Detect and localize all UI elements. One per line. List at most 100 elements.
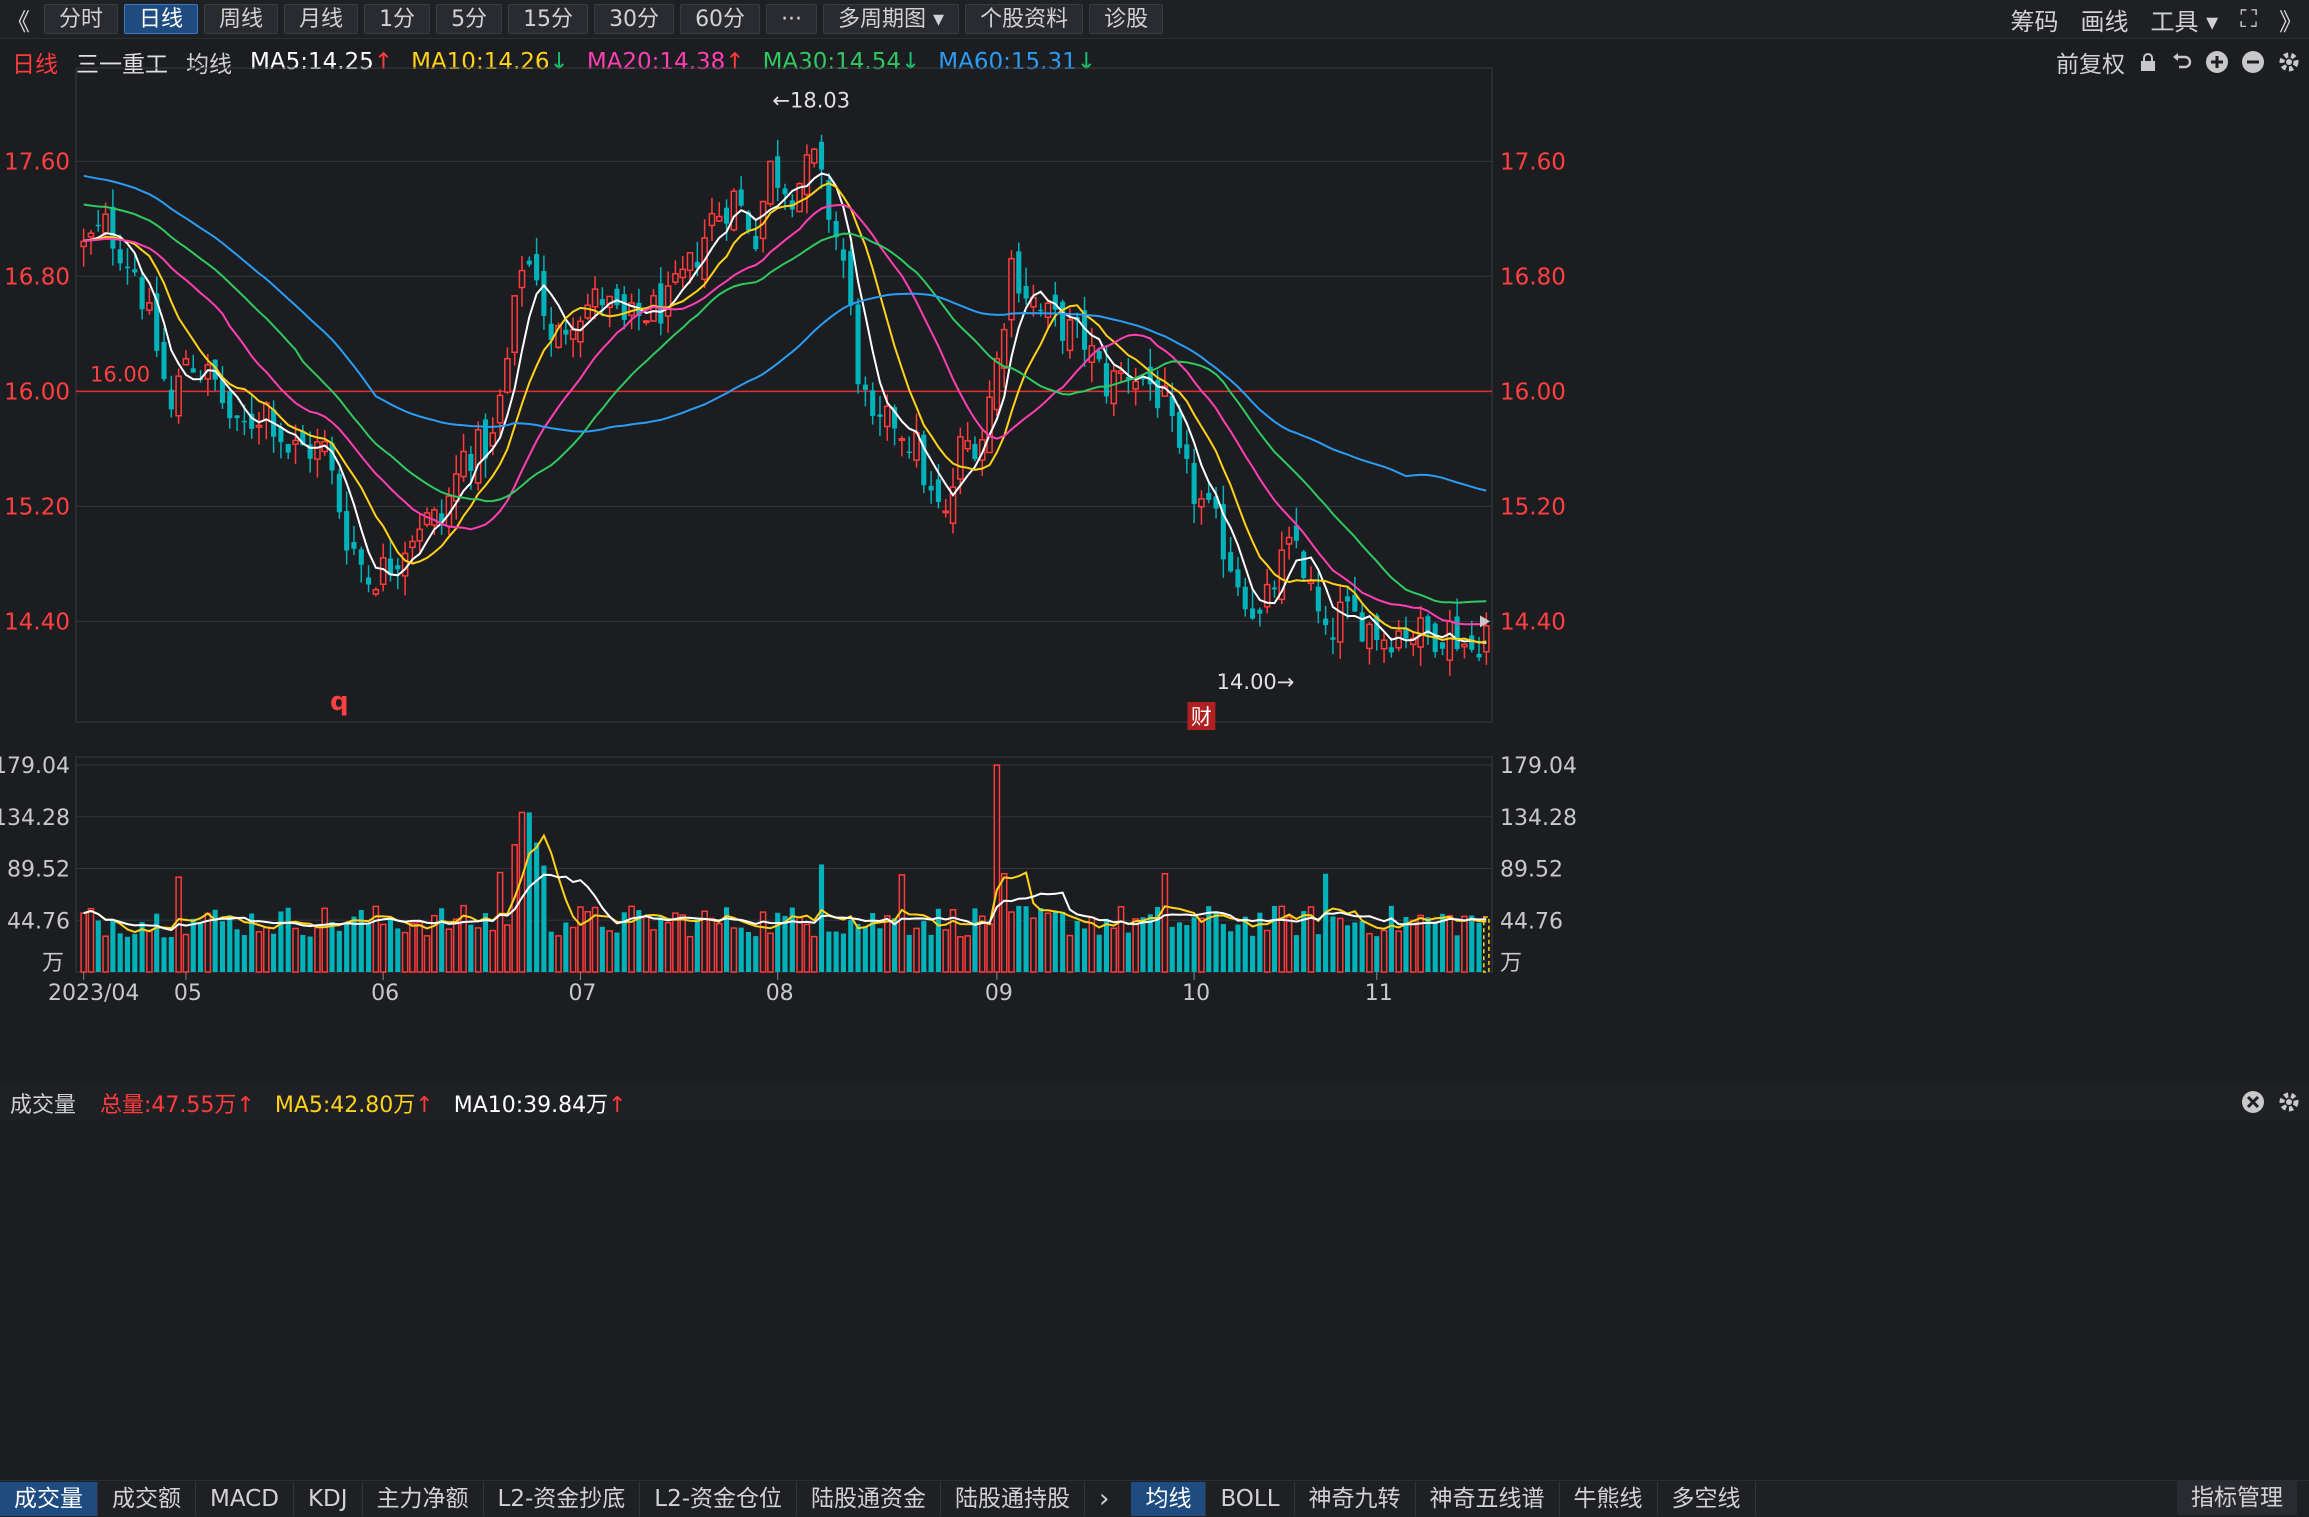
- period-tab[interactable]: 诊股: [1089, 4, 1164, 34]
- toolbar-right-item[interactable]: 筹码: [2010, 7, 2059, 36]
- volume-bar: [423, 935, 431, 973]
- close-icon[interactable]: [2241, 1090, 2265, 1114]
- volume-title[interactable]: 成交量: [10, 1093, 77, 1118]
- chevron-right-icon[interactable]: ›: [1099, 1484, 1110, 1514]
- period-tab[interactable]: 30分: [594, 4, 675, 34]
- period-tab[interactable]: 1分: [364, 4, 431, 34]
- volume-bar: [833, 931, 839, 972]
- candle-body: [329, 443, 335, 471]
- candle-body: [204, 364, 212, 380]
- candle-body: [935, 479, 941, 502]
- indicator-tab[interactable]: 陆股通持股: [941, 1482, 1086, 1516]
- indicator-tab[interactable]: 神奇五线谱: [1416, 1482, 1560, 1516]
- volume-bar: [351, 916, 357, 972]
- candle-body: [949, 486, 957, 524]
- candle-body: [789, 200, 795, 210]
- period-tab[interactable]: 周线: [204, 4, 279, 34]
- volume-bar: [1250, 935, 1256, 972]
- indicator-tab[interactable]: 成交量: [0, 1482, 98, 1516]
- volume-bar: [1198, 917, 1205, 973]
- volume-bar: [1446, 915, 1454, 973]
- toolbar-right-item[interactable]: ⛶: [2240, 5, 2257, 33]
- lock-icon[interactable]: [2137, 51, 2159, 73]
- legend-right: 前复权: [2056, 44, 2301, 80]
- ma-value-text: MA30:14.54: [762, 49, 902, 75]
- volume-bar: [271, 933, 277, 972]
- volume-bar: [1315, 934, 1321, 972]
- indicator-tab[interactable]: 牛熊线: [1560, 1482, 1658, 1516]
- candle-body: [1169, 395, 1175, 417]
- period-tab[interactable]: 60分: [680, 4, 761, 34]
- candle-body: [518, 269, 526, 289]
- ma-label[interactable]: 均线: [186, 52, 232, 78]
- volume-bar: [1454, 935, 1460, 972]
- indicator-tab[interactable]: L2-资金抄底: [484, 1482, 641, 1516]
- period-tab[interactable]: 多周期图 ▾: [823, 4, 960, 34]
- undo-icon[interactable]: [2171, 51, 2193, 73]
- volume-bar: [1030, 917, 1037, 973]
- period-tab[interactable]: 日线: [124, 4, 199, 34]
- candle-body: [1213, 496, 1219, 509]
- indicator-manage-button[interactable]: 指标管理: [2177, 1481, 2297, 1515]
- volume-bar: [511, 844, 518, 973]
- back-icon[interactable]: 《: [6, 7, 30, 36]
- zoom-in-icon[interactable]: [2205, 50, 2229, 74]
- period-tab[interactable]: 个股资料: [965, 4, 1084, 34]
- volume-bar: [87, 907, 95, 973]
- period-tab[interactable]: ···: [766, 4, 818, 34]
- period-tab[interactable]: 月线: [284, 4, 359, 34]
- volume-bars: [80, 764, 1490, 973]
- zoom-out-icon[interactable]: [2241, 50, 2265, 74]
- candle-body: [241, 420, 247, 423]
- indicator-tab[interactable]: 神奇九转: [1295, 1482, 1416, 1516]
- volume-bar: [534, 842, 540, 972]
- indicator-tab[interactable]: 均线: [1131, 1482, 1207, 1516]
- candle-body: [1469, 635, 1475, 650]
- settings-icon[interactable]: [2277, 50, 2301, 74]
- stock-name[interactable]: 三一重工: [76, 52, 168, 78]
- period-tab[interactable]: 15分: [508, 4, 589, 34]
- indicator-tab[interactable]: 陆股通资金: [797, 1482, 942, 1516]
- toolbar-right-item[interactable]: 工具 ▾: [2150, 7, 2219, 36]
- indicator-tab[interactable]: 成交额: [98, 1482, 196, 1516]
- volume-bar: [1052, 911, 1058, 972]
- candle-body: [1191, 462, 1197, 504]
- volume-bar: [1388, 905, 1394, 972]
- volume-bar: [986, 922, 993, 973]
- toolbar-right: 筹码 画线 工具 ▾ ⛶ 》: [1989, 0, 2304, 38]
- volume-ma-lines: [83, 833, 1487, 934]
- candle-body: [759, 200, 767, 240]
- volume-bar: [1060, 911, 1066, 972]
- toolbar-right-item[interactable]: 画线: [2080, 7, 2129, 36]
- volume-bar: [679, 914, 687, 973]
- volume-bar: [1403, 916, 1409, 972]
- volume-unit-label: 万: [1500, 951, 1522, 976]
- finance-marker-bg: [1187, 702, 1216, 730]
- volume-bar: [1409, 919, 1417, 973]
- candle-body: [679, 268, 687, 279]
- indicator-tab[interactable]: 主力净额: [363, 1482, 484, 1516]
- volume-bar: [686, 935, 694, 973]
- event-marker-q: q: [330, 687, 349, 717]
- period-tab[interactable]: 分时: [44, 4, 119, 34]
- candle-body: [1330, 637, 1336, 640]
- period-tab[interactable]: 5分: [436, 4, 503, 34]
- indicator-tab[interactable]: L2-资金仓位: [640, 1482, 798, 1516]
- volume-bar: [892, 918, 898, 972]
- settings-icon[interactable]: [2277, 1090, 2301, 1114]
- toolbar-right-item[interactable]: 》: [2279, 7, 2303, 36]
- adjustment-selector[interactable]: 前复权: [2056, 52, 2125, 78]
- indicator-tab[interactable]: MACD: [196, 1482, 294, 1516]
- volume-bar: [1352, 922, 1358, 972]
- candle-body: [124, 266, 131, 269]
- candle-body: [1395, 630, 1402, 649]
- indicator-tab[interactable]: KDJ: [294, 1482, 363, 1516]
- indicator-tab[interactable]: 多空线: [1658, 1482, 1756, 1516]
- x-tick-label: 11: [1365, 981, 1393, 1006]
- ma-value: MA10:14.26↓: [411, 49, 569, 75]
- volume-bar: [358, 910, 364, 972]
- indicator-tab[interactable]: BOLL: [1206, 1482, 1295, 1516]
- candle-body: [1359, 612, 1365, 642]
- candle-body: [1439, 642, 1446, 649]
